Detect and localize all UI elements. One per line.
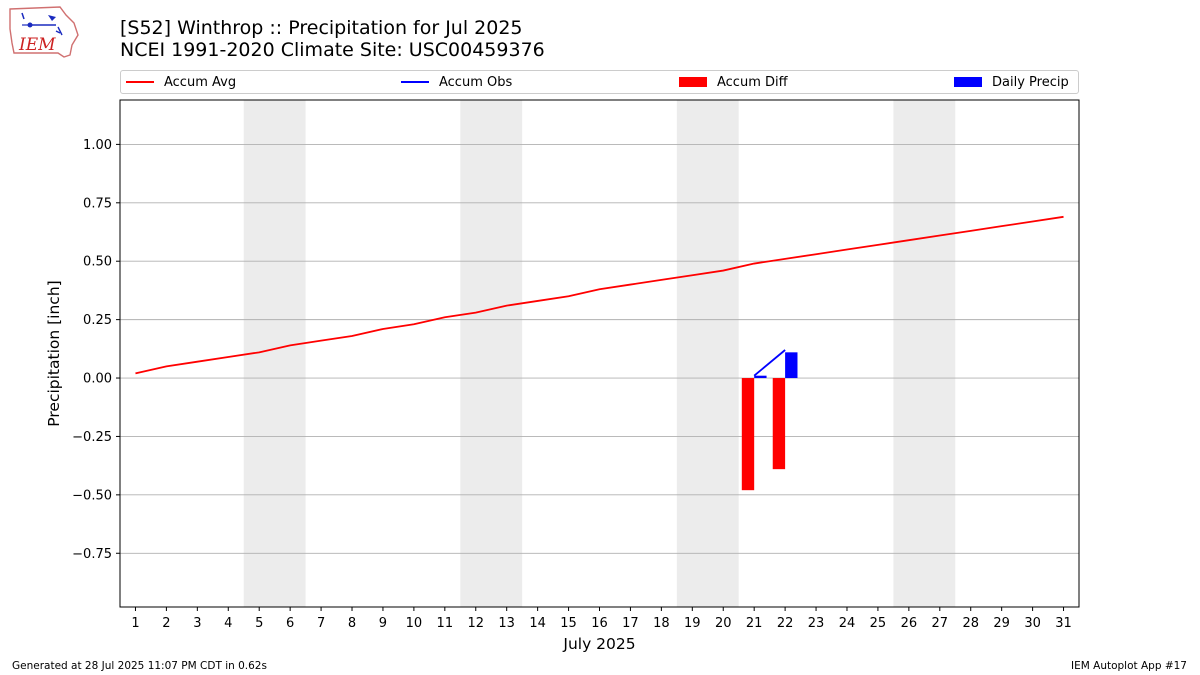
x-tick-label-21: 21 bbox=[746, 616, 763, 631]
legend-label-accum-avg: Accum Avg bbox=[164, 74, 237, 90]
x-tick-label-27: 27 bbox=[932, 616, 949, 631]
legend-swatch-accum-obs bbox=[401, 81, 429, 83]
y-tick-label-6: 0.75 bbox=[83, 196, 112, 211]
legend-item-accum-avg: Accum Avg bbox=[126, 71, 236, 93]
footer-generated: Generated at 28 Jul 2025 11:07 PM CDT in… bbox=[12, 660, 267, 672]
x-tick-label-24: 24 bbox=[839, 616, 856, 631]
iem-logo: IEM bbox=[9, 6, 79, 58]
x-tick-label-1: 1 bbox=[131, 616, 139, 631]
x-tick-label-31: 31 bbox=[1055, 616, 1072, 631]
legend-item-accum-obs: Accum Obs bbox=[401, 71, 512, 93]
x-tick-label-28: 28 bbox=[962, 616, 979, 631]
legend-swatch-daily-precip bbox=[954, 77, 982, 87]
legend-item-daily-precip: Daily Precip bbox=[954, 71, 1069, 93]
series-line-accum-avg bbox=[135, 215, 1064, 375]
x-tick-label-29: 29 bbox=[993, 616, 1010, 631]
chart-legend: Accum Avg Accum Obs Accum Diff Daily Pre… bbox=[120, 70, 1079, 94]
x-tick-label-30: 30 bbox=[1024, 616, 1041, 631]
x-tick-label-13: 13 bbox=[498, 616, 515, 631]
footer-app-id: IEM Autoplot App #17 bbox=[1071, 660, 1187, 672]
x-tick-label-17: 17 bbox=[622, 616, 639, 631]
weekend-band-3 bbox=[893, 100, 956, 607]
y-tick-label-5: 0.50 bbox=[83, 255, 112, 270]
bar-accum-diff-22 bbox=[772, 378, 786, 470]
iem-logo-text: IEM bbox=[18, 35, 56, 55]
x-tick-label-5: 5 bbox=[255, 616, 263, 631]
x-tick-label-4: 4 bbox=[224, 616, 232, 631]
x-tick-label-25: 25 bbox=[870, 616, 887, 631]
x-tick-label-26: 26 bbox=[901, 616, 918, 631]
x-tick-label-12: 12 bbox=[467, 616, 484, 631]
y-tick-label-1: −0.50 bbox=[72, 488, 112, 503]
x-tick-label-20: 20 bbox=[715, 616, 732, 631]
y-axis-label: Precipitation [inch] bbox=[45, 280, 63, 426]
chart-subtitle: NCEI 1991-2020 Climate Site: USC00459376 bbox=[120, 39, 545, 61]
x-tick-label-3: 3 bbox=[193, 616, 201, 631]
legend-swatch-accum-avg bbox=[126, 81, 154, 83]
x-tick-label-22: 22 bbox=[777, 616, 794, 631]
series-line-accum-obs bbox=[753, 349, 786, 377]
legend-label-daily-precip: Daily Precip bbox=[992, 74, 1069, 90]
x-tick-label-19: 19 bbox=[684, 616, 701, 631]
weekend-band-2 bbox=[676, 100, 739, 607]
x-tick-label-14: 14 bbox=[529, 616, 546, 631]
bar-daily-precip-22 bbox=[785, 352, 798, 379]
y-tick-label-3: 0.00 bbox=[83, 372, 112, 387]
chart-title: [S52] Winthrop :: Precipitation for Jul … bbox=[120, 17, 523, 39]
y-tick-label-7: 1.00 bbox=[83, 138, 112, 153]
x-tick-label-7: 7 bbox=[317, 616, 325, 631]
legend-swatch-accum-diff bbox=[679, 77, 707, 87]
x-tick-label-2: 2 bbox=[162, 616, 170, 631]
x-tick-label-18: 18 bbox=[653, 616, 670, 631]
bar-accum-diff-21 bbox=[741, 378, 755, 491]
x-tick-label-15: 15 bbox=[560, 616, 577, 631]
x-tick-label-8: 8 bbox=[348, 616, 356, 631]
x-axis-label: July 2025 bbox=[562, 635, 635, 653]
y-tick-label-0: −0.75 bbox=[72, 547, 112, 562]
legend-label-accum-obs: Accum Obs bbox=[439, 74, 513, 90]
bar-daily-precip-21 bbox=[754, 375, 767, 379]
legend-item-accum-diff: Accum Diff bbox=[679, 71, 788, 93]
weekend-band-1 bbox=[460, 100, 523, 607]
x-tick-label-10: 10 bbox=[406, 616, 423, 631]
legend-label-accum-diff: Accum Diff bbox=[717, 74, 788, 90]
x-tick-label-6: 6 bbox=[286, 616, 294, 631]
x-tick-label-9: 9 bbox=[379, 616, 387, 631]
x-tick-label-23: 23 bbox=[808, 616, 825, 631]
y-tick-label-2: −0.25 bbox=[72, 430, 112, 445]
y-tick-label-4: 0.25 bbox=[83, 313, 112, 328]
x-tick-label-11: 11 bbox=[437, 616, 454, 631]
x-tick-label-16: 16 bbox=[591, 616, 608, 631]
